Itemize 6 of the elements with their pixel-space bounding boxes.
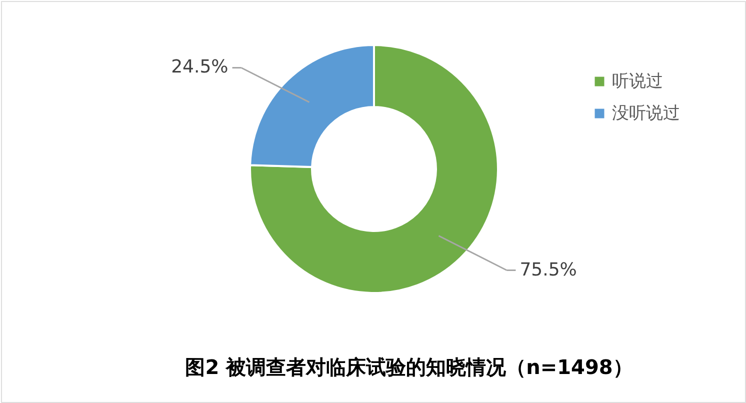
legend-label: 听说过 <box>612 72 663 92</box>
text: 图2 被调查者对临床试验的知晓情况（n=1498） <box>185 355 633 379</box>
data-label: 24.5% <box>171 56 228 78</box>
legend-label: 没听说过 <box>612 104 680 124</box>
donut-slice <box>249 44 499 294</box>
data-label: 75.5% <box>520 259 577 280</box>
